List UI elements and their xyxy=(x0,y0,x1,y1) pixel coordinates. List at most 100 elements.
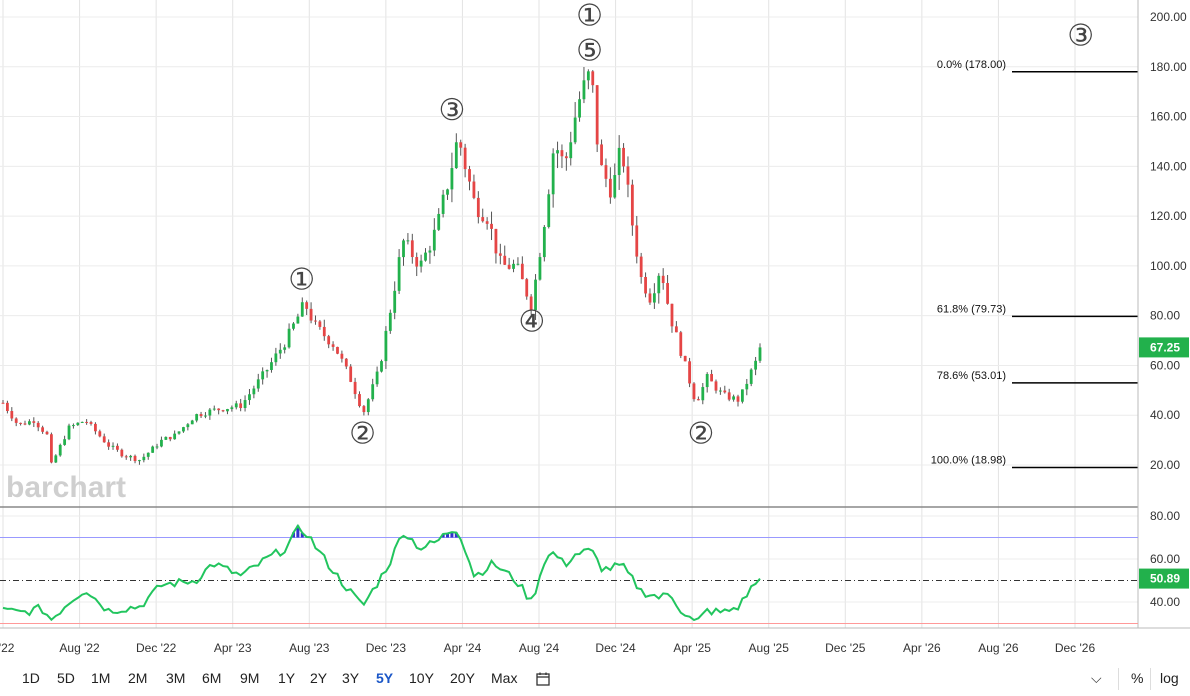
candle-body xyxy=(696,399,700,401)
candle-body xyxy=(234,403,238,408)
candle-body xyxy=(190,420,194,425)
timeframe-2m-button[interactable]: 2M xyxy=(128,670,148,686)
candle-body xyxy=(692,383,696,400)
timeframe-10y-button[interactable]: 10Y xyxy=(409,670,434,686)
timeframe-5d-button[interactable]: 5D xyxy=(57,670,75,686)
chevron-double-down-icon[interactable]: ⌵ xyxy=(1091,670,1102,686)
candle-body xyxy=(349,366,353,382)
candle-body xyxy=(151,446,155,453)
candle-body xyxy=(542,226,546,258)
candle-body xyxy=(270,362,273,371)
candle-body xyxy=(758,347,762,361)
timeframe-2y-button[interactable]: 2Y xyxy=(310,670,328,686)
x-tick-label: Dec '24 xyxy=(595,641,636,655)
timeframe-6m-button[interactable]: 6M xyxy=(202,670,222,686)
candle-body xyxy=(635,225,639,257)
candle-body xyxy=(644,276,647,294)
candle-body xyxy=(366,399,370,413)
timeframe-9m-button[interactable]: 9M xyxy=(240,670,260,686)
candle-body xyxy=(173,433,177,440)
candle-body xyxy=(441,194,445,214)
candle-body xyxy=(80,421,84,423)
candle-body xyxy=(116,445,119,450)
x-tick-label: Dec '23 xyxy=(366,641,407,655)
wave-label: ③ xyxy=(1067,18,1094,53)
candle-body xyxy=(388,312,392,331)
candle-body xyxy=(393,290,397,313)
candle-body xyxy=(133,455,137,462)
candle-body xyxy=(705,374,709,388)
calendar-icon[interactable] xyxy=(536,672,550,686)
candle-body xyxy=(534,279,537,311)
candle-body xyxy=(551,153,555,195)
candle-body xyxy=(384,330,388,362)
candle-body xyxy=(595,85,599,145)
candle-body xyxy=(318,321,322,327)
watermark: barchart xyxy=(6,471,126,504)
candle-body xyxy=(146,452,150,457)
x-tick-label: Apr '26 xyxy=(903,641,941,655)
candle-body xyxy=(58,444,62,456)
timeframe-1m-button[interactable]: 1M xyxy=(91,670,111,686)
candle-body xyxy=(613,175,617,198)
candle-body xyxy=(424,252,427,261)
candle-body xyxy=(287,328,291,348)
candle-body xyxy=(591,71,595,86)
timeframe-3y-button[interactable]: 3Y xyxy=(342,670,360,686)
candle-body xyxy=(212,408,216,410)
timeframe-1d-button[interactable]: 1D xyxy=(22,670,40,686)
candle-body xyxy=(292,323,295,329)
candle-body xyxy=(98,431,102,437)
x-tick-label: Aug '25 xyxy=(749,641,790,655)
candle-body xyxy=(494,228,498,254)
wave-label: ② xyxy=(687,417,714,452)
candle-body xyxy=(622,147,625,167)
candle-body xyxy=(41,427,45,432)
candle-body xyxy=(507,264,511,269)
timeframe-1y-button[interactable]: 1Y xyxy=(278,670,296,686)
candle-body xyxy=(327,336,331,345)
candle-body xyxy=(476,197,480,218)
candle-body xyxy=(512,263,515,269)
candle-body xyxy=(718,390,722,392)
candle-body xyxy=(199,414,203,417)
log-toggle[interactable]: log xyxy=(1160,670,1179,686)
candle-body xyxy=(76,422,80,426)
x-tick-label: Dec '26 xyxy=(1055,641,1096,655)
timeframe-3m-button[interactable]: 3M xyxy=(166,670,186,686)
candle-body xyxy=(661,275,665,284)
candle-body xyxy=(50,434,53,463)
x-tick-label: Aug '23 xyxy=(289,641,330,655)
wave-label: ① xyxy=(576,0,603,34)
candle-body xyxy=(666,283,669,304)
candle-body xyxy=(582,80,586,100)
candle-body xyxy=(204,415,207,417)
candle-body xyxy=(300,302,304,317)
wave-label: ② xyxy=(349,417,376,452)
percent-toggle[interactable]: % xyxy=(1131,670,1144,686)
candle-body xyxy=(1,402,5,404)
wave-label: ③ xyxy=(438,93,465,128)
candle-body xyxy=(432,229,436,251)
candle-body xyxy=(375,371,379,385)
timeframe-20y-button[interactable]: 20Y xyxy=(450,670,475,686)
candle-body xyxy=(226,409,229,412)
candle-body xyxy=(336,346,339,354)
candle-body xyxy=(463,147,467,170)
candle-body xyxy=(164,436,168,440)
candle-body xyxy=(120,449,124,457)
x-tick-label: Dec '25 xyxy=(825,641,866,655)
candle-body xyxy=(129,455,133,458)
candle-body xyxy=(723,390,727,393)
timeframe-max-button[interactable]: Max xyxy=(491,670,518,686)
timeframe-5y-button[interactable]: 5Y xyxy=(376,670,394,686)
candle-body xyxy=(630,184,634,226)
candle-body xyxy=(322,326,326,337)
price-tick-label: 60.00 xyxy=(1150,358,1180,372)
price-tick-label: 80.00 xyxy=(1150,309,1180,323)
candle-body xyxy=(142,456,146,461)
wave-label: ④ xyxy=(518,305,545,340)
price-tick-label: 40.00 xyxy=(1150,408,1180,422)
candle-body xyxy=(340,353,344,359)
candle-body xyxy=(283,347,287,350)
